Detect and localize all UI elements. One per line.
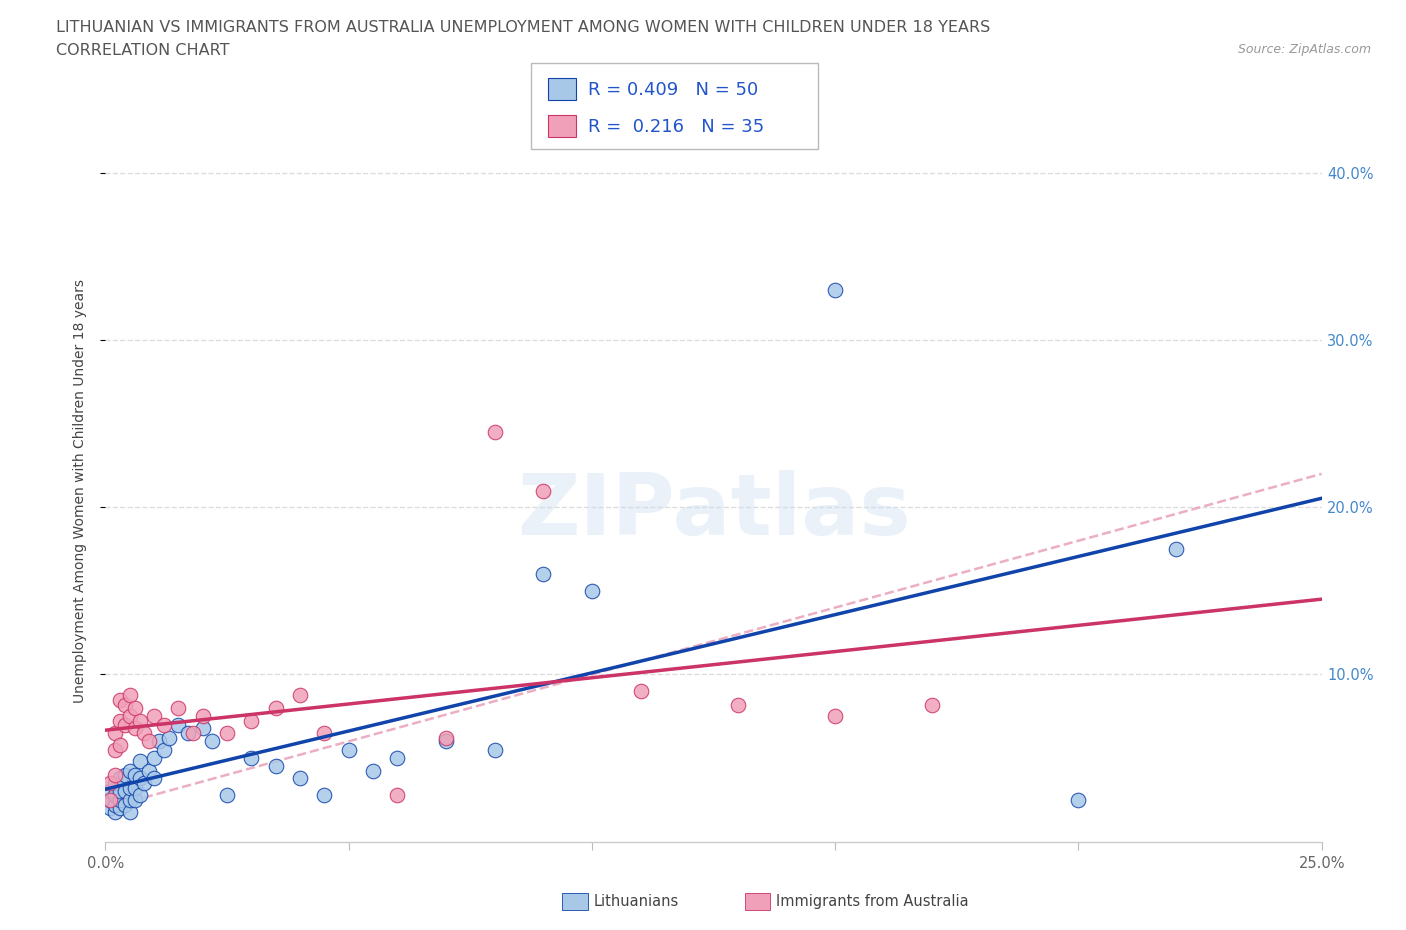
Point <box>114 698 136 712</box>
Point <box>134 776 156 790</box>
Point <box>98 801 121 816</box>
Text: Lithuanians: Lithuanians <box>593 895 679 910</box>
Point <box>434 731 457 746</box>
Point <box>157 731 180 746</box>
Point <box>114 784 136 799</box>
Point <box>288 771 311 786</box>
Point <box>288 687 311 702</box>
Point <box>128 771 150 786</box>
Point <box>264 700 287 715</box>
Point <box>630 684 652 698</box>
Point <box>167 717 190 732</box>
Point <box>104 725 127 740</box>
Point <box>124 792 146 807</box>
Point <box>217 725 239 740</box>
Point <box>581 583 603 598</box>
Point <box>108 792 131 807</box>
Point <box>104 767 127 782</box>
Point <box>167 700 190 715</box>
Point <box>114 767 136 782</box>
Point <box>240 714 263 729</box>
Point <box>118 780 141 795</box>
Point <box>387 751 409 765</box>
Y-axis label: Unemployment Among Women with Children Under 18 years: Unemployment Among Women with Children U… <box>73 279 87 702</box>
Point <box>128 788 150 803</box>
Point <box>264 759 287 774</box>
Text: R =  0.216   N = 35: R = 0.216 N = 35 <box>588 118 763 136</box>
Point <box>153 742 176 757</box>
Point <box>108 714 131 729</box>
Text: ZIPatlas: ZIPatlas <box>516 471 911 553</box>
Point <box>104 776 127 790</box>
Point <box>124 767 146 782</box>
Point <box>104 804 127 819</box>
Point <box>108 801 131 816</box>
Point <box>824 709 846 724</box>
Point <box>138 764 160 779</box>
Point <box>128 714 150 729</box>
Point <box>134 725 156 740</box>
Point <box>153 717 176 732</box>
Point <box>118 764 141 779</box>
Point <box>114 717 136 732</box>
Point <box>201 734 224 749</box>
Point <box>118 792 141 807</box>
Point <box>124 700 146 715</box>
Point <box>191 709 214 724</box>
Point <box>531 484 554 498</box>
Point <box>124 780 146 795</box>
Point <box>434 734 457 749</box>
Point <box>1164 541 1187 556</box>
Point <box>1067 792 1090 807</box>
Point <box>118 709 141 724</box>
Point <box>484 425 506 440</box>
Point <box>181 725 204 740</box>
Point <box>104 797 127 812</box>
Point <box>727 698 749 712</box>
Text: Immigrants from Australia: Immigrants from Australia <box>776 895 969 910</box>
Point <box>148 734 170 749</box>
Point <box>314 725 336 740</box>
Point <box>118 804 141 819</box>
Point <box>104 788 127 803</box>
Point <box>191 721 214 736</box>
Point <box>143 709 166 724</box>
Point <box>361 764 384 779</box>
Point <box>108 692 131 707</box>
Text: CORRELATION CHART: CORRELATION CHART <box>56 43 229 58</box>
Point <box>108 737 131 752</box>
Point <box>98 776 121 790</box>
Text: R = 0.409   N = 50: R = 0.409 N = 50 <box>588 81 758 100</box>
Point <box>484 742 506 757</box>
Point <box>387 788 409 803</box>
Point <box>108 771 131 786</box>
Point <box>240 751 263 765</box>
Point <box>177 725 200 740</box>
Point <box>143 771 166 786</box>
Point <box>314 788 336 803</box>
Point <box>124 721 146 736</box>
Text: Source: ZipAtlas.com: Source: ZipAtlas.com <box>1237 43 1371 56</box>
Point <box>98 784 121 799</box>
Point <box>118 687 141 702</box>
Point <box>143 751 166 765</box>
Point <box>138 734 160 749</box>
Point <box>114 797 136 812</box>
Point <box>98 792 121 807</box>
Text: LITHUANIAN VS IMMIGRANTS FROM AUSTRALIA UNEMPLOYMENT AMONG WOMEN WITH CHILDREN U: LITHUANIAN VS IMMIGRANTS FROM AUSTRALIA … <box>56 20 990 35</box>
Point <box>108 784 131 799</box>
Point <box>531 566 554 581</box>
Point <box>128 754 150 769</box>
Point <box>104 742 127 757</box>
Point <box>217 788 239 803</box>
Point <box>98 792 121 807</box>
Point <box>337 742 360 757</box>
Point <box>824 283 846 298</box>
Point <box>921 698 943 712</box>
